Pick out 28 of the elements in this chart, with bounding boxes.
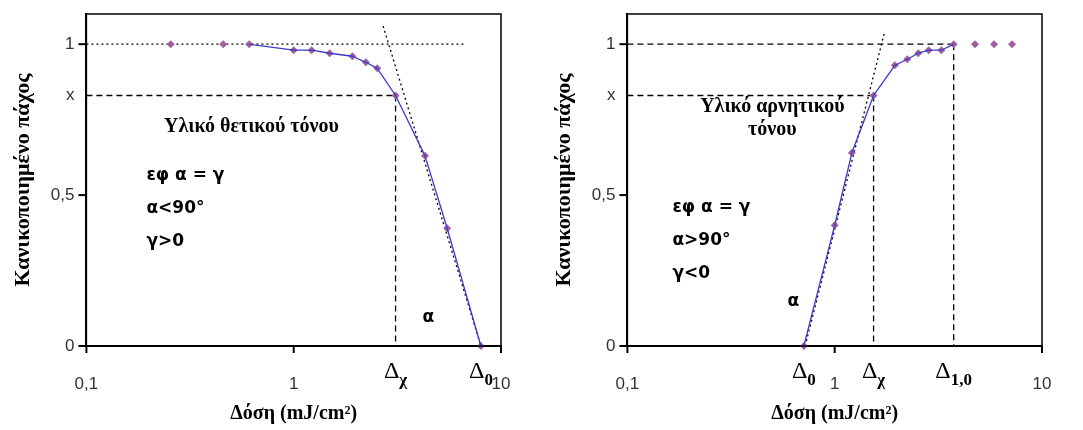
annotation: γ>0 [146,230,185,250]
x-tick-label: 0,1 [615,374,640,394]
x-axis-title: Δόση (mJ/cm²) [230,401,358,425]
x-tick-label: 10 [491,374,511,394]
annotation: x [65,85,75,105]
y-tick-label: 0 [64,335,75,355]
x-tick-label: 1 [829,374,840,394]
y-tick-label: 0,5 [50,184,75,204]
y-tick-label: 1 [605,33,616,53]
y-tick-label: 0 [605,335,616,355]
y-tick-label: 0,5 [591,184,616,204]
annotation: εφ α = γ [146,164,225,184]
annotation: α<90° [146,197,205,217]
annotation: α>90° [672,229,731,249]
y-axis-title: Κανικοποιημένο πάχος [549,72,575,287]
annotation: Υλικό θετικού τόνου [162,114,340,137]
y-tick-label: 1 [64,33,75,53]
annotation: Υλικό αρνητικού τόνου [699,94,846,140]
annotation: x [606,85,616,105]
annotation: α [422,306,435,326]
annotation: εφ α = γ [672,196,751,216]
annotation: γ<0 [672,262,711,282]
y-axis-title: Κανικοποιημένο πάχος [8,72,34,287]
annotation: α [787,290,800,310]
x-tick-label: 10 [1032,374,1052,394]
x-axis-title: Δόση (mJ/cm²) [771,401,899,425]
x-tick-label: 1 [288,374,299,394]
x-tick-label: 0,1 [74,374,99,394]
